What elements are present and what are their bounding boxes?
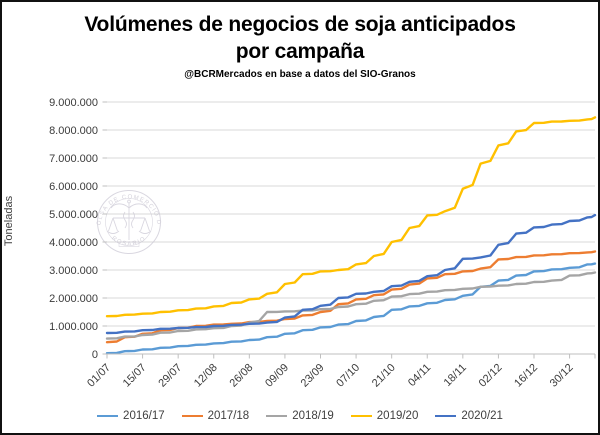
x-tick-label: 26/08 <box>228 362 256 390</box>
x-tick-label: 21/10 <box>370 362 398 390</box>
legend-swatch <box>181 414 203 418</box>
x-tick-label: 09/09 <box>263 362 291 390</box>
legend-label: 2017/18 <box>207 410 250 422</box>
x-tick-label: 16/12 <box>512 362 540 390</box>
x-tick-label: 07/10 <box>334 362 362 390</box>
y-tick-label: 0 <box>92 349 98 361</box>
y-tick-label: 2.000.000 <box>49 293 98 305</box>
series-lines <box>105 116 597 355</box>
y-tick-label: 3.000.000 <box>49 265 98 277</box>
legend-swatch <box>435 414 457 418</box>
x-tick-label: 29/07 <box>156 362 184 390</box>
y-tick-label: 9.000.000 <box>49 97 98 109</box>
series-line-2020-21 <box>105 213 597 335</box>
legend-label: 2018/19 <box>292 410 334 422</box>
chart-subtitle: @BCRMercados en base a datos del SIO-Gra… <box>184 69 416 80</box>
legend-label: 2019/20 <box>376 410 419 422</box>
legend-swatch <box>97 414 119 418</box>
series-line-2019-20 <box>105 116 597 318</box>
legend-item-2019-20: 2019/20 <box>350 410 419 422</box>
x-tick-label: 12/08 <box>192 362 220 390</box>
scales-icon <box>106 199 152 247</box>
y-tick-label: 1.000.000 <box>49 321 98 333</box>
legend-item-2017-18: 2017/18 <box>181 410 250 422</box>
y-tick-label: 6.000.000 <box>49 181 98 193</box>
legend-item-2018-19: 2018/19 <box>266 410 334 422</box>
legend-swatch <box>350 414 372 418</box>
legend-item-2016-17: 2016/17 <box>97 410 165 422</box>
y-tick-label: 8.000.000 <box>49 125 98 137</box>
x-tick-label: 04/11 <box>406 362 433 389</box>
legend: 2016/17 2017/18 2018/19 2019/20 2020/21 <box>2 408 598 424</box>
legend-label: 2020/21 <box>461 410 503 422</box>
chart-title-line1: Volúmenes de negocios de soja anticipado… <box>84 13 516 36</box>
x-tick-label: 18/11 <box>442 362 469 389</box>
x-tick-label: 02/12 <box>477 362 505 390</box>
axes <box>102 101 596 359</box>
legend-label: 2016/17 <box>123 410 165 422</box>
x-tick-label: 01/07 <box>85 362 113 390</box>
legend-item-2020-21: 2020/21 <box>435 410 503 422</box>
chart-title-line2: por campaña <box>235 40 365 63</box>
x-tick-label: 15/07 <box>121 362 149 390</box>
series-line-2018-19 <box>105 271 597 340</box>
series-line-2016-17 <box>105 262 597 355</box>
y-tick-label: 4.000.000 <box>49 237 98 249</box>
x-tick-label: 30/12 <box>548 362 576 390</box>
x-tick-label: 23/09 <box>299 362 327 390</box>
gridlines <box>107 101 595 327</box>
chart-title: Volúmenes de negocios de soja anticipado… <box>2 11 598 65</box>
y-tick-label: 5.000.000 <box>49 209 98 221</box>
y-axis-title: Toneladas <box>3 195 15 247</box>
legend-swatch <box>266 414 288 418</box>
y-tick-label: 7.000.000 <box>49 153 98 165</box>
